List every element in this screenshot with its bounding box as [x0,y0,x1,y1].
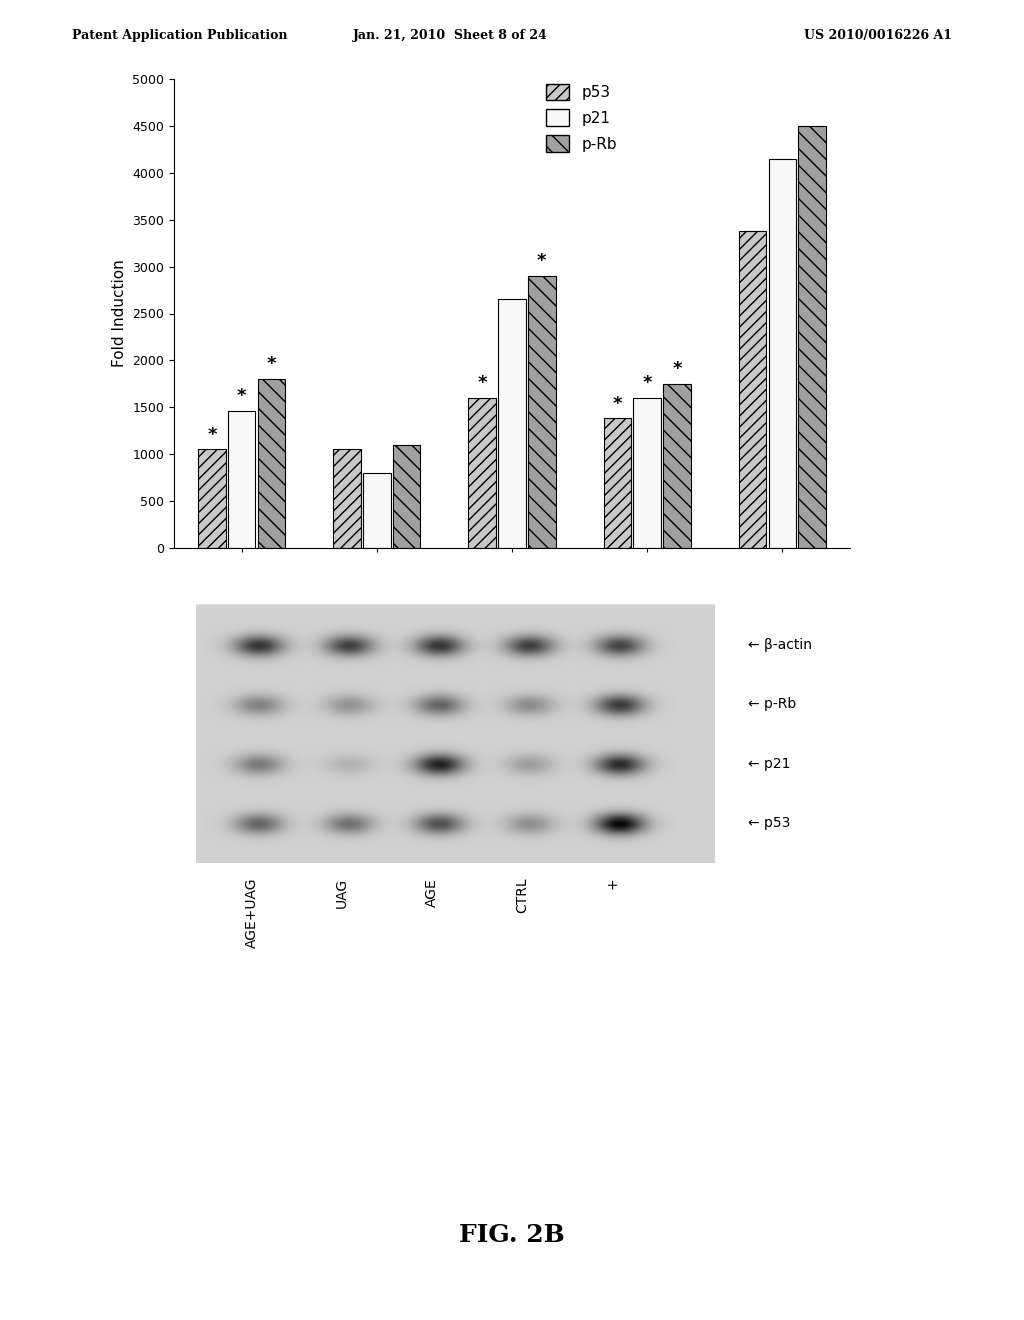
Text: *: * [207,426,217,444]
Bar [333,449,360,548]
Text: Jan. 21, 2010  Sheet 8 of 24: Jan. 21, 2010 Sheet 8 of 24 [353,29,548,42]
Text: ← p21: ← p21 [748,756,791,771]
Bar [738,231,766,548]
Bar [227,411,256,548]
Text: *: * [266,355,276,374]
Bar [528,276,556,548]
Text: +: + [605,878,618,890]
Text: *: * [237,387,247,405]
Text: ← p-Rb: ← p-Rb [748,697,796,711]
Legend: p53, p21, p-Rb: p53, p21, p-Rb [540,78,623,158]
Bar [664,384,691,548]
Text: ← p53: ← p53 [748,816,790,830]
Bar [498,300,526,548]
Text: AGE: AGE [425,878,438,907]
Bar [393,445,421,548]
Text: AGE+UAG: AGE+UAG [245,878,258,948]
Text: FIG. 2B: FIG. 2B [459,1224,565,1247]
Text: *: * [612,395,623,413]
Text: ← β-actin: ← β-actin [748,638,812,652]
Text: *: * [537,252,547,271]
Text: *: * [477,375,487,392]
Bar [633,397,662,548]
Bar [799,125,826,548]
Bar [258,379,286,548]
Bar [362,473,391,548]
Y-axis label: Fold Induction: Fold Induction [112,260,127,367]
Bar [468,397,496,548]
Text: Patent Application Publication: Patent Application Publication [72,29,287,42]
Bar [603,418,631,548]
Text: *: * [672,360,682,378]
Text: UAG: UAG [335,878,348,908]
Text: *: * [642,375,652,392]
Text: CTRL: CTRL [515,878,529,913]
Bar [198,449,225,548]
Bar [768,158,797,548]
Text: US 2010/0016226 A1: US 2010/0016226 A1 [804,29,952,42]
